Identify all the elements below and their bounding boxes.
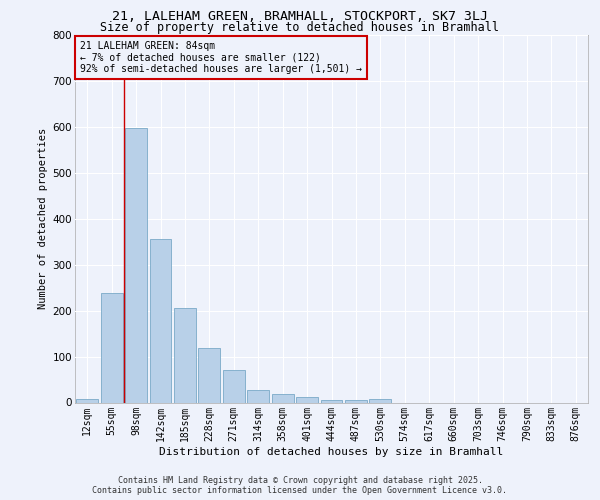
Bar xyxy=(345,400,367,402)
Bar xyxy=(370,399,391,402)
Text: Size of property relative to detached houses in Bramhall: Size of property relative to detached ho… xyxy=(101,21,499,34)
Bar xyxy=(101,293,122,403)
Bar xyxy=(272,394,293,402)
Text: 21 LALEHAM GREEN: 84sqm
← 7% of detached houses are smaller (122)
92% of semi-de: 21 LALEHAM GREEN: 84sqm ← 7% of detached… xyxy=(80,40,362,74)
Bar xyxy=(149,240,172,402)
Bar xyxy=(76,399,98,402)
Bar xyxy=(174,308,196,402)
Bar xyxy=(247,390,269,402)
Text: Contains HM Land Registry data © Crown copyright and database right 2025.
Contai: Contains HM Land Registry data © Crown c… xyxy=(92,476,508,495)
Bar xyxy=(125,128,147,402)
Bar xyxy=(223,370,245,402)
X-axis label: Distribution of detached houses by size in Bramhall: Distribution of detached houses by size … xyxy=(160,448,503,458)
Text: 21, LALEHAM GREEN, BRAMHALL, STOCKPORT, SK7 3LJ: 21, LALEHAM GREEN, BRAMHALL, STOCKPORT, … xyxy=(112,10,488,23)
Y-axis label: Number of detached properties: Number of detached properties xyxy=(38,128,49,310)
Bar xyxy=(199,348,220,403)
Bar xyxy=(320,400,343,402)
Bar xyxy=(296,396,318,402)
